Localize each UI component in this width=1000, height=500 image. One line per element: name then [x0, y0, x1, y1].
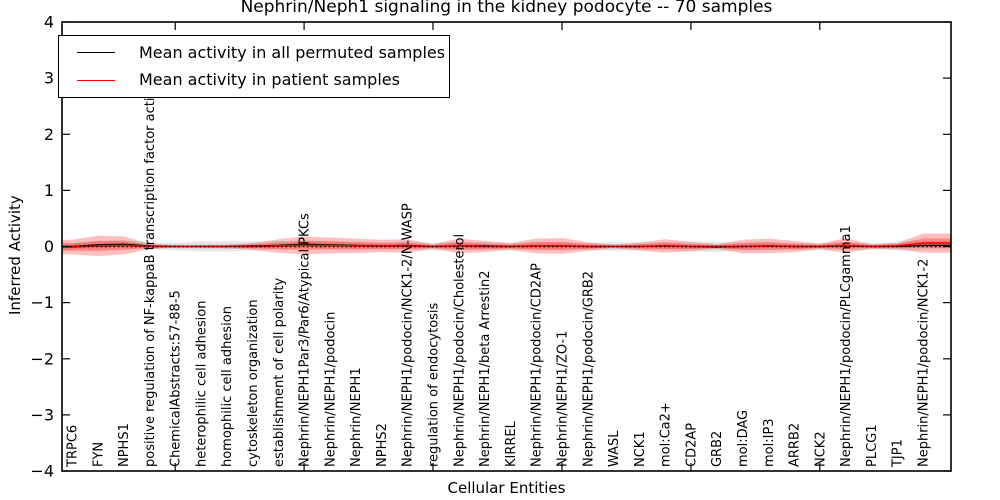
x-category-label: NPHS1: [117, 423, 132, 467]
permuted-line-swatch: [77, 52, 115, 54]
x-category-label: Nephrin/NEPH1/ZO-1: [556, 331, 571, 467]
patient-line-swatch: [77, 79, 115, 81]
x-category-label: NCK2: [813, 431, 828, 467]
legend-item-patient: Mean activity in patient samples: [59, 72, 449, 88]
y-tick-label: −2: [30, 349, 54, 368]
x-category-label: FYN: [91, 442, 106, 467]
y-tick-label: −1: [30, 293, 54, 312]
x-category-label: KIRREL: [504, 420, 519, 467]
x-category-label: mol:Ca2+: [659, 402, 674, 467]
x-category-label: regulation of endocytosis: [427, 302, 442, 467]
patient-std-band-inner: [62, 238, 951, 251]
x-category-label: positive regulation of NF-kappaB transcr…: [143, 73, 158, 467]
x-category-label: PLCG1: [865, 424, 880, 467]
x-category-label: Nephrin/NEPH1: [349, 367, 364, 467]
legend-item-permuted: Mean activity in all permuted samples: [59, 42, 449, 62]
x-category-label: cytoskeleton organization: [246, 299, 261, 467]
x-category-label: heterophilic cell adhesion: [194, 301, 209, 468]
y-tick-label: 1: [44, 181, 54, 200]
x-category-label: mol:IP3: [762, 418, 777, 467]
legend-label-permuted: Mean activity in all permuted samples: [139, 42, 446, 62]
x-category-label: Nephrin/NEPH1/podocin/NCK1-2/N-WASP: [401, 203, 416, 467]
x-category-label: Nephrin/NEPH1/beta Arrestin2: [478, 271, 493, 467]
y-tick-label: 0: [44, 237, 54, 256]
x-axis-label: Cellular Entities: [447, 479, 566, 497]
x-category-label: Nephrin/NEPH1/podocin/CD2AP: [530, 263, 545, 467]
x-category-label: NCK1: [633, 431, 648, 467]
y-tick-label: −4: [30, 462, 54, 481]
x-category-label: Nephrin/NEPH1/podocin/GRB2: [581, 271, 596, 467]
y-tick-label: 3: [44, 69, 54, 88]
x-category-label: TJP1: [891, 439, 906, 468]
legend-label-patient: Mean activity in patient samples: [139, 70, 400, 90]
x-category-label: homophilic cell adhesion: [220, 306, 235, 467]
x-category-label: establishment of cell polarity: [272, 278, 287, 467]
x-category-label: ARRB2: [788, 423, 803, 467]
x-category-label: Nephrin/NEPH1/podocin/PLCgamma1: [839, 225, 854, 467]
chart-title: Nephrin/Neph1 signaling in the kidney po…: [240, 0, 773, 17]
x-category-label: Nephrin/NEPH1/podocin: [323, 312, 338, 467]
x-category-label: WASL: [607, 430, 622, 467]
legend: Mean activity in all permuted samples Me…: [58, 35, 450, 98]
x-category-label: Nephrin/NEPH1/podocin/NCK1-2: [917, 259, 932, 467]
x-category-label: Nephrin/NEPH1/podocin/Cholesterol: [452, 234, 467, 467]
y-axis-label: Inferred Activity: [6, 195, 24, 315]
y-tick-label: 4: [44, 13, 54, 32]
x-category-label: GRB2: [710, 431, 725, 467]
y-tick-label: 2: [44, 125, 54, 144]
x-category-label: TRPC6: [66, 425, 81, 468]
patient-std-band: [62, 233, 951, 256]
x-category-label: Nephrin/NEPH1Par3/Par6/Atypical PKCs: [298, 213, 313, 467]
x-category-label: NPHS2: [375, 423, 390, 467]
x-category-label: ChemicalAbstracts:57-88-5: [169, 290, 184, 467]
x-category-label: CD2AP: [684, 423, 699, 467]
x-category-label: mol:DAG: [736, 410, 751, 467]
y-tick-label: −3: [30, 406, 54, 425]
